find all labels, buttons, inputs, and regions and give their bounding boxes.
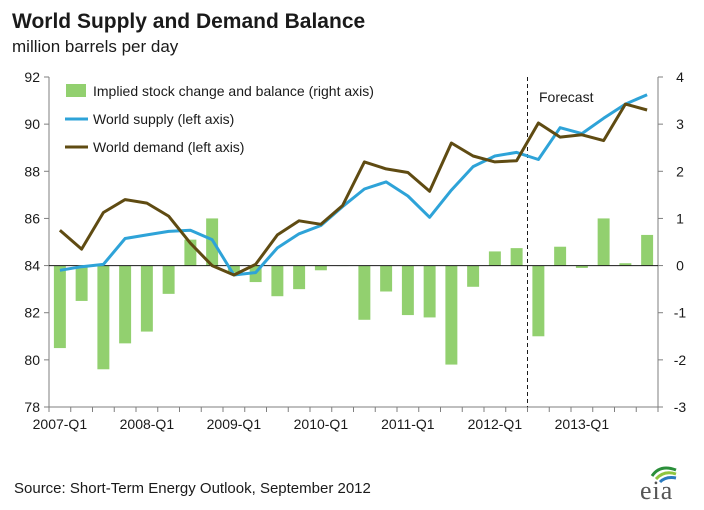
axes: 78 80 82 84 86 88 90 92 -3 -2 -1 0 1 2 3 4 2007-Q1 2008-Q… [24,69,686,432]
left-axis-tick-label: 80 [24,352,40,368]
chart-area: 78 80 82 84 86 88 90 92 -3 -2 -1 0 1 2 3 4 2007-Q1 2008-Q… [24,69,686,432]
world-supply-line [59,93,648,277]
x-axis-tick-label: 2012-Q1 [468,416,523,432]
stock-change-bar [619,263,632,266]
x-axis-tick-label: 2009-Q1 [207,416,262,432]
eia-logo-text: eia [640,476,674,505]
stock-change-bar [314,265,327,271]
source-note: Source: Short-Term Energy Outlook, Septe… [14,480,371,497]
left-axis-tick-label: 86 [24,210,40,226]
x-axis-tick-label: 2008-Q1 [120,416,175,432]
chart-title: World Supply and Demand Balance [12,10,366,33]
x-axis-tick-label: 2013-Q1 [555,416,610,432]
stock-change-bar [97,265,110,370]
stock-change-bar [53,265,66,349]
stock-change-bar [271,265,284,297]
stock-change-bar [401,265,414,316]
stock-change-bar [293,265,306,290]
stock-change-bar [380,265,393,292]
left-axis-tick-label: 88 [24,163,40,179]
right-axis-tick-label: 3 [676,116,684,132]
chart-subtitle: million barrels per day [12,37,179,56]
left-axis-tick-label: 78 [24,399,40,415]
stock-change-bar [75,265,88,301]
right-axis-tick-label: 4 [676,69,684,85]
line-series [58,93,648,277]
stock-change-bar [554,246,567,266]
right-axis-tick-label: 0 [676,258,684,274]
stock-change-bar [467,265,480,287]
stock-change-bar [140,265,153,332]
right-axis-tick-label: 2 [676,163,684,179]
stock-change-bar [119,265,132,344]
legend-swatch-bar [66,84,86,97]
stock-change-bar [488,251,501,266]
stock-change-bar [358,265,371,320]
legend: Implied stock change and balance (right … [65,83,374,155]
stock-change-bar [575,265,588,268]
world-demand-line [58,102,648,277]
x-axis-tick-label: 2007-Q1 [33,416,88,432]
stock-change-bar [532,265,545,337]
forecast-annotation: Forecast [539,89,594,105]
right-axis-tick-label: -2 [674,352,687,368]
stock-change-bar [597,218,610,266]
eia-logo-icon [650,466,677,484]
left-axis-tick-label: 90 [24,116,40,132]
right-axis-tick-label: -3 [674,399,687,415]
stock-change-bar [510,248,523,266]
stock-change-bar [184,239,197,266]
x-axis-tick-label: 2010-Q1 [294,416,349,432]
legend-label: World supply (left axis) [93,111,234,127]
left-axis-tick-label: 82 [24,305,40,321]
stock-change-bar [445,265,458,365]
stock-change-bar [423,265,436,318]
right-axis-tick-label: -1 [674,305,687,321]
left-axis-tick-label: 92 [24,69,40,85]
right-axis-tick-label: 1 [676,210,684,226]
legend-label: Implied stock change and balance (right … [93,83,374,99]
stock-change-bar [641,234,654,266]
left-axis-tick-label: 84 [24,258,40,274]
stock-change-bar [227,265,240,273]
source-text: Short-Term Energy Outlook, September 201… [69,480,371,497]
x-axis-tick-label: 2011-Q1 [381,416,435,432]
bar-series [53,218,654,370]
stock-change-bar [162,265,175,294]
legend-label: World demand (left axis) [93,139,244,155]
